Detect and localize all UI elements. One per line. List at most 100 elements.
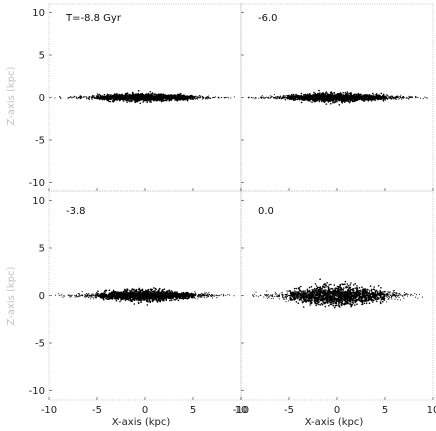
particle-point	[116, 295, 118, 298]
particle-point	[278, 96, 280, 98]
particle-point	[185, 292, 188, 295]
particle-point	[151, 300, 154, 303]
particle-point	[218, 294, 220, 297]
particle-point	[296, 98, 298, 101]
particle-point	[405, 97, 407, 99]
particle-point	[193, 97, 195, 99]
particle-point	[204, 96, 206, 98]
particle-point	[91, 295, 94, 297]
particle-point	[167, 95, 170, 97]
particle-point	[172, 294, 174, 297]
particle-point	[269, 95, 271, 97]
particle-point	[165, 95, 168, 98]
particle-point	[125, 296, 127, 298]
particle-point	[324, 93, 326, 95]
particle-point	[325, 286, 327, 288]
particle-point	[128, 94, 130, 97]
particle-point	[142, 101, 144, 103]
y-tick-label: 5	[39, 51, 45, 62]
particle-point	[333, 92, 336, 94]
particle-point	[168, 100, 170, 102]
particle-point	[277, 98, 279, 100]
particle-point	[204, 295, 206, 297]
particle-point	[84, 294, 86, 296]
particle-point	[117, 94, 119, 97]
panel-title-bottom-left: -3.8	[66, 206, 86, 217]
particle-point	[119, 99, 122, 101]
particle-point	[125, 290, 128, 293]
particle-point	[197, 298, 199, 300]
particle-point	[159, 97, 161, 100]
particle-point	[377, 97, 380, 100]
particle-point	[148, 293, 150, 295]
particle-point	[155, 297, 157, 299]
particle-point	[128, 294, 131, 297]
particle-point	[157, 299, 160, 301]
particle-point	[187, 95, 189, 98]
particle-point	[130, 293, 132, 296]
particle-point	[190, 98, 192, 101]
particle-point	[85, 95, 87, 97]
particle-point	[322, 97, 324, 99]
particle-point	[149, 301, 151, 304]
particle-point	[336, 97, 339, 99]
particle-point	[196, 96, 198, 98]
particle-point	[113, 293, 115, 296]
particle-point	[115, 291, 117, 294]
x-tick-label: 10	[235, 405, 248, 416]
particle-point	[349, 97, 352, 100]
particle-point	[141, 289, 144, 292]
particle-point	[386, 97, 388, 99]
particle-point	[192, 294, 194, 296]
particle-point	[278, 295, 280, 297]
particle-point	[174, 291, 176, 294]
particle-point	[317, 93, 320, 96]
particle-point	[199, 97, 201, 99]
particle-point	[154, 289, 156, 292]
particle-point	[387, 96, 390, 98]
particle-point	[75, 97, 77, 99]
particle-point	[95, 96, 97, 98]
particle-point	[141, 92, 144, 95]
particle-point	[193, 295, 195, 297]
particle-point	[314, 92, 317, 95]
particle-point	[81, 96, 83, 98]
particle-point	[145, 291, 147, 293]
particle-point	[402, 97, 404, 99]
particle-point	[63, 294, 65, 296]
particle-point	[357, 94, 360, 97]
particle-point	[355, 93, 358, 96]
particle-point	[170, 290, 173, 292]
particle-point	[123, 288, 126, 291]
particle-point	[285, 95, 287, 97]
particle-point	[126, 298, 129, 300]
particle-point	[168, 98, 170, 100]
particle-point	[79, 98, 82, 100]
particle-point	[350, 95, 352, 97]
particle-point	[337, 94, 340, 97]
particle-point	[296, 96, 299, 98]
particle-point	[162, 294, 165, 296]
particle-point	[79, 295, 81, 297]
particle-point	[336, 93, 338, 96]
particle-point	[71, 294, 73, 296]
particle-point	[211, 294, 213, 296]
particle-point	[181, 94, 183, 97]
particle-point	[160, 296, 163, 299]
particle-point	[177, 95, 179, 98]
particle-point	[115, 293, 118, 295]
particle-point	[219, 295, 221, 297]
particle-point	[199, 95, 201, 97]
particle-point	[115, 94, 117, 96]
particle-point	[156, 301, 159, 303]
particle-point	[155, 294, 158, 296]
particle-point	[112, 289, 115, 292]
particle-point	[103, 93, 106, 96]
particle-point	[81, 291, 83, 293]
particle-point	[177, 294, 179, 296]
particle-point	[124, 299, 127, 302]
particle-point	[158, 95, 161, 98]
particle-point	[147, 99, 149, 101]
particle-point	[168, 96, 170, 99]
particle-point	[134, 96, 136, 98]
